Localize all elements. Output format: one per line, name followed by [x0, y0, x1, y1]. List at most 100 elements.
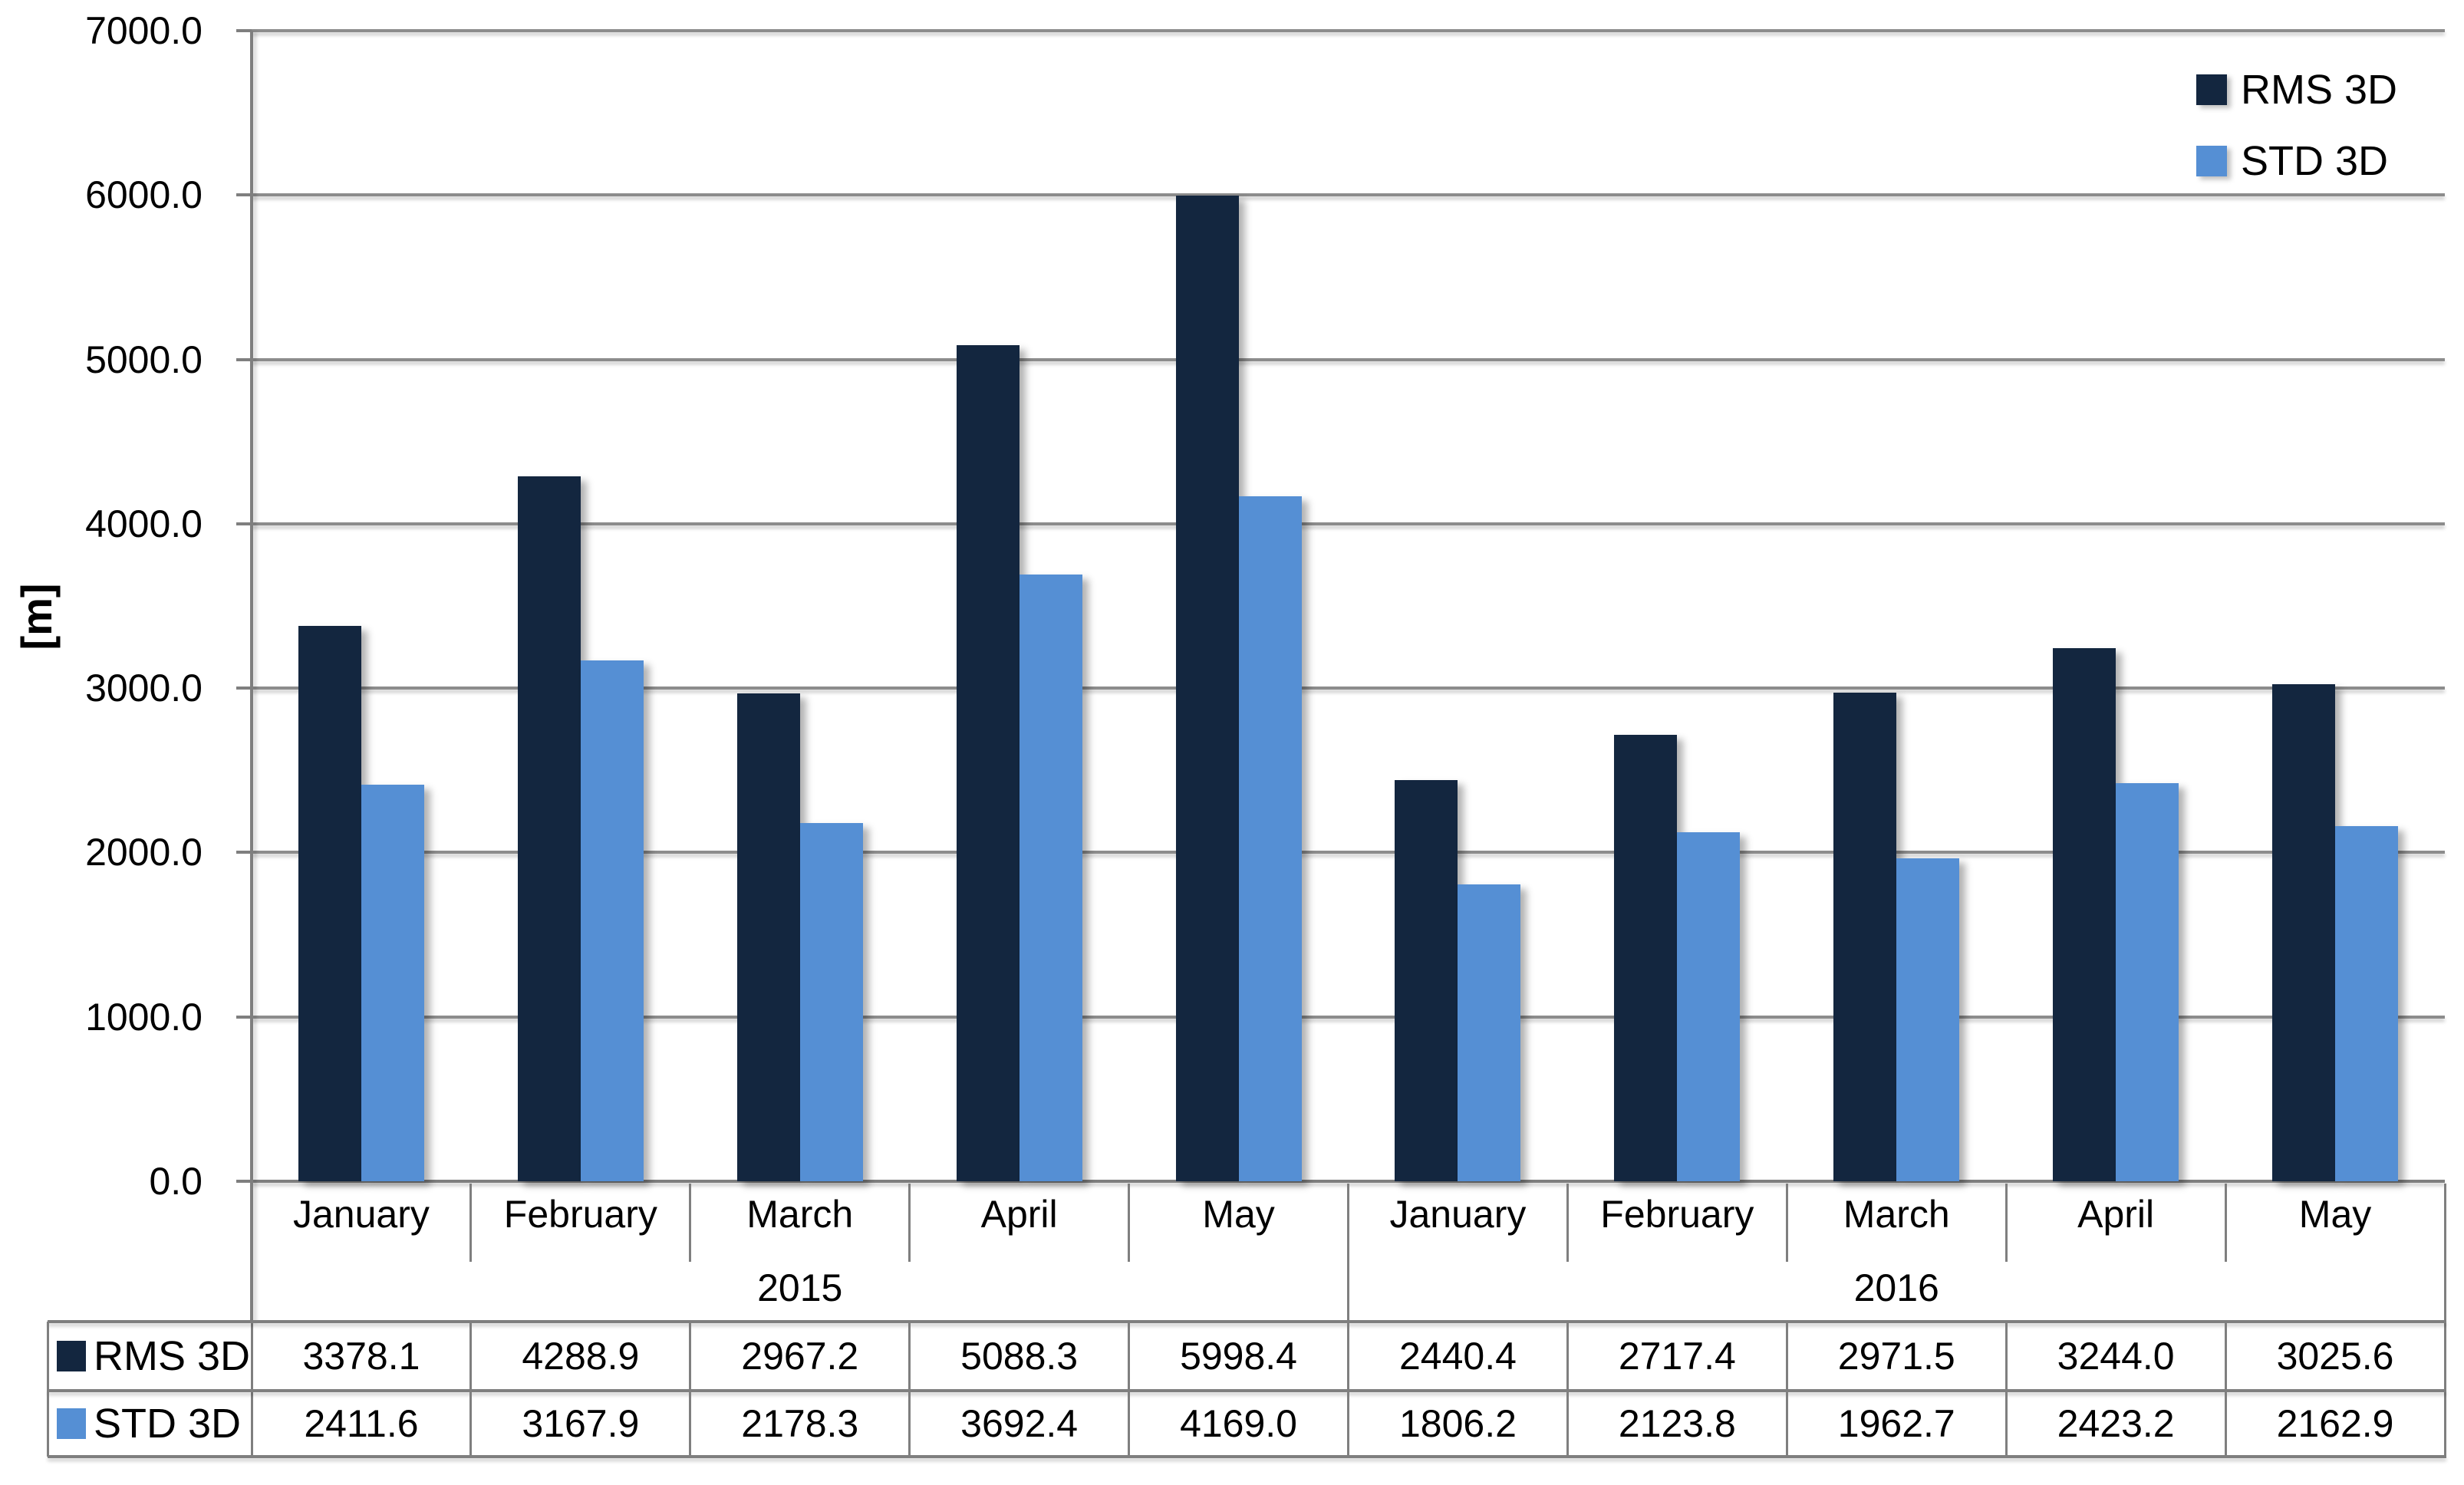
table-row-label-rms-3d: RMS 3D [94, 1333, 251, 1379]
bar-rms-3d-5 [1395, 780, 1458, 1181]
gridline-4000 [252, 522, 2445, 525]
x-label-may-9: May [2298, 1193, 2372, 1236]
table-key-swatch-std-3d [57, 1408, 86, 1439]
table-value-rms-3d-2: 2967.2 [741, 1335, 859, 1378]
gridline-3000 [252, 687, 2445, 690]
year-label-2016: 2016 [1853, 1266, 1939, 1309]
table-value-std-3d-5: 1806.2 [1398, 1402, 1517, 1445]
table-value-std-3d-8: 2423.2 [2057, 1402, 2175, 1445]
y-axis-tick-3000 [236, 687, 252, 690]
bar-std-3d-7 [1896, 858, 1960, 1181]
table-value-std-3d-6: 2123.8 [1618, 1402, 1736, 1445]
y-axis-tick-1000 [236, 1015, 252, 1019]
month-separator-1 [469, 1184, 473, 1262]
y-tick-label-5000: 5000.0 [85, 338, 203, 381]
table-row-label-std-3d: STD 3D [94, 1401, 242, 1447]
table-value-rms-3d-5: 2440.4 [1398, 1335, 1517, 1378]
y-tick-label-1000: 1000.0 [85, 995, 203, 1039]
table-vline-6 [1566, 1322, 1569, 1457]
table-value-rms-3d-0: 3378.1 [302, 1335, 420, 1378]
y-tick-label-7000: 7000.0 [85, 9, 203, 52]
gridline-1000 [252, 1015, 2445, 1019]
bar-rms-3d-4 [1175, 195, 1239, 1181]
table-left-border [46, 1322, 49, 1457]
bar-std-3d-3 [1019, 574, 1082, 1181]
x-label-february-6: February [1600, 1193, 1754, 1236]
gridline-5000 [252, 357, 2445, 361]
month-separator-7 [1785, 1184, 1788, 1262]
table-hline-1 [48, 1389, 2446, 1392]
table-value-std-3d-4: 4169.0 [1180, 1402, 1297, 1445]
x-label-april-8: April [2077, 1193, 2155, 1236]
table-vline-7 [1785, 1322, 1788, 1457]
table-value-rms-3d-4: 5998.4 [1180, 1335, 1297, 1378]
bar-std-3d-8 [2116, 782, 2179, 1181]
table-value-rms-3d-9: 3025.6 [2276, 1335, 2394, 1378]
legend-swatch-std-3d [2196, 146, 2227, 176]
bar-std-3d-1 [580, 660, 644, 1181]
month-separator-2 [689, 1184, 692, 1262]
table-vline-3 [908, 1322, 911, 1457]
gridline-7000 [252, 29, 2445, 32]
y-tick-label-0: 0.0 [149, 1160, 203, 1203]
table-value-std-3d-9: 2162.9 [2276, 1402, 2394, 1445]
bar-std-3d-6 [1677, 831, 1741, 1181]
y-tick-label-6000: 6000.0 [85, 173, 203, 217]
x-label-january-0: January [293, 1193, 430, 1236]
y-axis-tick-5000 [236, 357, 252, 361]
bar-std-3d-4 [1238, 496, 1302, 1181]
table-vline-2 [689, 1322, 692, 1457]
table-vline-8 [2004, 1322, 2008, 1457]
bar-rms-3d-1 [517, 476, 581, 1181]
x-label-march-2: March [746, 1193, 854, 1236]
x-label-march-7: March [1843, 1193, 1950, 1236]
gridline-6000 [252, 193, 2445, 197]
bar-rms-3d-8 [2053, 647, 2116, 1181]
year-label-2015: 2015 [757, 1266, 843, 1309]
month-separator-9 [2224, 1184, 2227, 1262]
month-separator-3 [908, 1184, 911, 1262]
table-hline-2 [48, 1455, 2446, 1458]
bar-std-3d-9 [2335, 825, 2399, 1181]
table-value-std-3d-1: 3167.9 [522, 1402, 640, 1445]
table-hline-0 [48, 1320, 2446, 1323]
table-value-rms-3d-8: 3244.0 [2057, 1335, 2175, 1378]
x-label-february-1: February [503, 1193, 657, 1236]
table-value-rms-3d-6: 2717.4 [1618, 1335, 1736, 1378]
table-value-rms-3d-1: 4288.9 [522, 1335, 640, 1378]
bar-rms-3d-9 [2272, 683, 2336, 1181]
table-vline-5 [1347, 1322, 1349, 1457]
bar-rms-3d-7 [1833, 693, 1897, 1181]
x-label-january-5: January [1389, 1193, 1527, 1236]
gridline-2000 [252, 851, 2445, 854]
month-separator-6 [1566, 1184, 1569, 1262]
table-value-std-3d-2: 2178.3 [741, 1402, 859, 1445]
y-tick-label-4000: 4000.0 [85, 502, 203, 545]
table-vline-9 [2224, 1322, 2227, 1457]
y-axis-tick-6000 [236, 193, 252, 197]
x-label-april-3: April [980, 1193, 1058, 1236]
bar-std-3d-2 [799, 823, 863, 1181]
bar-rms-3d-2 [736, 693, 800, 1181]
table-vline-1 [469, 1322, 473, 1457]
legend-swatch-rms-3d [2196, 74, 2227, 105]
table-value-std-3d-0: 2411.6 [304, 1402, 419, 1445]
month-separator-8 [2004, 1184, 2008, 1262]
table-value-std-3d-3: 3692.4 [960, 1402, 1079, 1445]
y-tick-label-2000: 2000.0 [85, 831, 203, 874]
y-axis-tick-7000 [236, 29, 252, 32]
y-axis-tick-0 [236, 1180, 252, 1183]
month-separator-4 [1128, 1184, 1131, 1262]
y-axis-tick-4000 [236, 522, 252, 525]
bar-rms-3d-3 [956, 344, 1020, 1181]
y-tick-label-3000: 3000.0 [85, 667, 203, 710]
table-vline-4 [1128, 1322, 1131, 1457]
table-value-std-3d-7: 1962.7 [1837, 1402, 1955, 1445]
bar-rms-3d-6 [1614, 734, 1678, 1181]
y-axis-line [250, 31, 253, 1322]
table-value-rms-3d-3: 5088.3 [960, 1335, 1079, 1378]
bar-rms-3d-0 [298, 626, 361, 1181]
x-label-may-4: May [1202, 1193, 1275, 1236]
table-value-rms-3d-7: 2971.5 [1837, 1335, 1955, 1378]
